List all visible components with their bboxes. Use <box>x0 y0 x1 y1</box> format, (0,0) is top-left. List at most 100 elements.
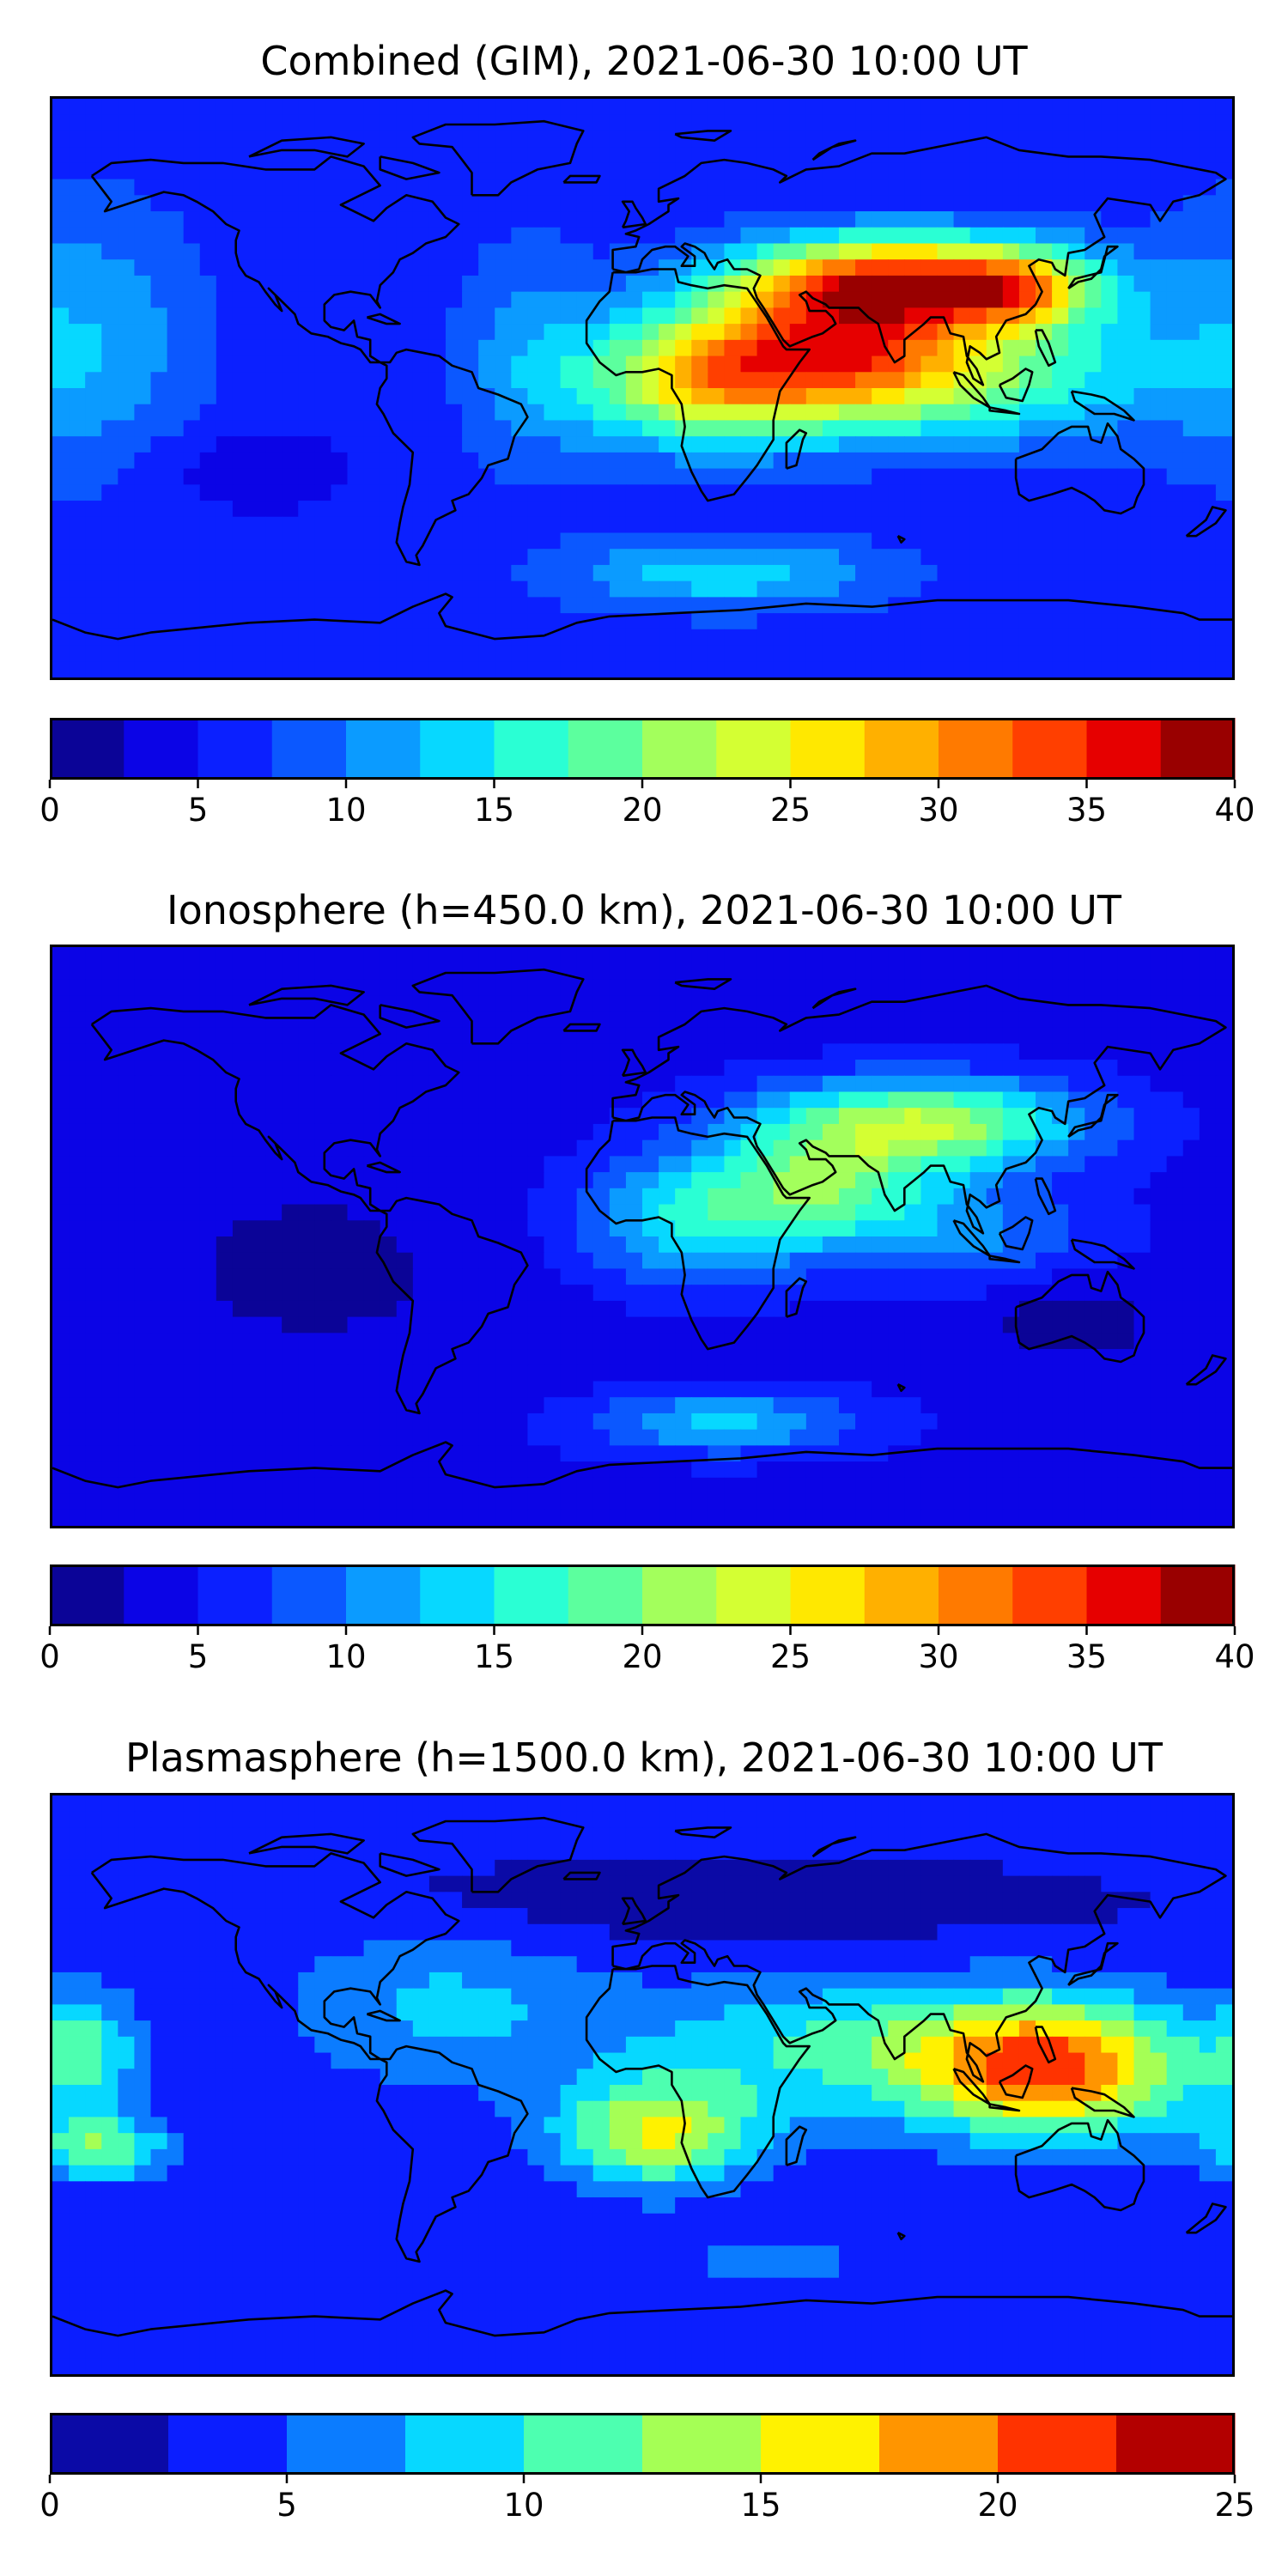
heatmap-cell <box>544 179 562 196</box>
heatmap-cell <box>789 947 807 964</box>
heatmap-cell <box>1068 291 1085 308</box>
heatmap-cell <box>1084 1349 1102 1366</box>
heatmap-cell <box>1101 436 1119 453</box>
heatmap-cell <box>150 227 168 245</box>
heatmap-cell <box>872 484 889 501</box>
heatmap-cell <box>495 324 512 341</box>
heatmap-cell <box>1117 452 1135 470</box>
heatmap-cell <box>855 339 872 357</box>
heatmap-cell <box>118 372 136 389</box>
heatmap-cell <box>265 275 283 293</box>
heatmap-cell <box>839 1011 856 1029</box>
heatmap-cell <box>363 549 381 566</box>
heatmap-cell <box>216 307 234 325</box>
heatmap-cell <box>708 1172 726 1189</box>
heatmap-cell <box>805 947 823 964</box>
heatmap-cell <box>1150 580 1168 598</box>
heatmap-cell <box>937 468 955 485</box>
heatmap-cell <box>592 436 611 453</box>
heatmap-cell <box>708 1139 726 1157</box>
heatmap-cell <box>265 947 283 964</box>
heatmap-cell <box>199 420 217 437</box>
heatmap-cell <box>232 114 250 132</box>
heatmap-cell <box>396 1011 414 1029</box>
heatmap-cell <box>183 963 201 981</box>
heatmap-cell <box>773 99 791 116</box>
heatmap-cell <box>920 1316 939 1334</box>
colorbar: 0 5 10 15 20 25 30 35 40 <box>39 718 1255 829</box>
heatmap-cell <box>822 275 840 293</box>
heatmap-cell <box>1182 147 1200 164</box>
heatmap-cell <box>560 324 578 341</box>
heatmap-cell <box>773 1027 791 1044</box>
heatmap-cell <box>511 549 529 566</box>
heatmap-cell <box>380 564 398 582</box>
heatmap-cell <box>789 1220 807 1237</box>
heatmap-cell <box>1002 275 1020 293</box>
heatmap-cell <box>1133 613 1151 630</box>
heatmap-cell <box>986 580 1004 598</box>
heatmap-cell <box>625 275 643 293</box>
heatmap-cell <box>855 324 872 341</box>
heatmap-cell <box>789 388 807 405</box>
heatmap-cell <box>576 1397 594 1414</box>
heatmap-cell <box>428 1220 447 1237</box>
heatmap-cell <box>1101 963 1119 981</box>
heatmap-cell <box>1117 99 1135 116</box>
heatmap-cell <box>659 995 676 1012</box>
heatmap-cell <box>446 339 463 357</box>
heatmap-cell <box>1117 1236 1135 1254</box>
heatmap-cell <box>1199 275 1217 293</box>
heatmap-cell <box>937 1333 955 1350</box>
heatmap-cell <box>1199 1236 1217 1254</box>
heatmap-cell <box>544 516 562 534</box>
heatmap-cell <box>904 147 922 164</box>
heatmap-cell <box>625 1060 643 1077</box>
heatmap-cell <box>953 114 971 132</box>
heatmap-cell <box>249 1060 266 1077</box>
heatmap-cell <box>150 1268 168 1285</box>
heatmap-cell <box>69 1429 86 1446</box>
heatmap-cell <box>478 131 495 148</box>
heatmap-cell <box>396 1156 414 1173</box>
heatmap-cell <box>560 452 578 470</box>
heatmap-cell <box>773 1060 791 1077</box>
heatmap-cell <box>183 484 201 501</box>
heatmap-cell <box>167 564 185 582</box>
heatmap-cell <box>986 227 1004 245</box>
heatmap-cell <box>446 963 463 981</box>
heatmap-cell <box>314 580 332 598</box>
heatmap-cell <box>888 99 905 116</box>
heatmap-cell <box>232 1413 250 1431</box>
heatmap-cell <box>1052 339 1069 357</box>
heatmap-cell <box>1036 501 1053 518</box>
heatmap-cell <box>756 645 775 662</box>
heatmap-cell <box>691 436 708 453</box>
heatmap-cell <box>642 452 659 470</box>
heatmap-cell <box>937 549 955 566</box>
heatmap-cell <box>118 1108 136 1125</box>
heatmap-cell <box>872 1429 889 1446</box>
heatmap-cell <box>380 179 398 196</box>
heatmap-cell <box>544 1285 562 1302</box>
heatmap-cell <box>560 1156 578 1173</box>
heatmap-cell <box>52 1285 70 1302</box>
heatmap-cell <box>789 147 807 164</box>
heatmap-cell <box>1150 1397 1168 1414</box>
heatmap-cell <box>134 1060 152 1077</box>
heatmap-cell <box>527 179 545 196</box>
heatmap-cell <box>118 162 136 180</box>
heatmap-cell <box>1166 324 1184 341</box>
heatmap-cell <box>642 468 659 485</box>
heatmap-cell <box>675 355 692 373</box>
heatmap-cell <box>216 1139 234 1157</box>
heatmap-cell <box>249 372 266 389</box>
heatmap-cell <box>1199 452 1217 470</box>
heatmap-cell <box>478 1285 495 1302</box>
heatmap-cell <box>1018 99 1036 116</box>
heatmap-cell <box>1117 162 1135 180</box>
heatmap-cell <box>282 436 299 453</box>
heatmap-cell <box>134 1075 152 1093</box>
heatmap-cell <box>199 147 217 164</box>
heatmap-cell <box>576 1445 594 1462</box>
